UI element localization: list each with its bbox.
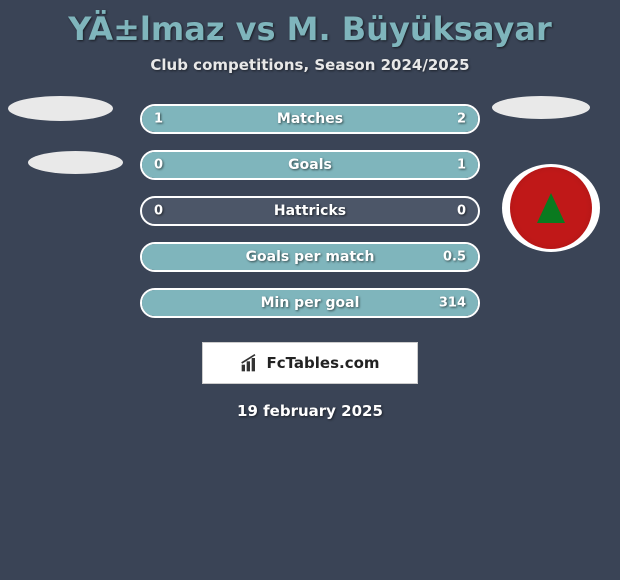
stat-label: Goals per match <box>246 249 375 265</box>
club-badge-inner <box>510 167 592 249</box>
comparison-content: 1 Matches 2 0 Goals 1 0 Hattricks 0 Goal… <box>0 104 620 420</box>
club-badge <box>502 164 600 252</box>
stat-value-right: 0 <box>457 204 466 219</box>
stat-value-left: 0 <box>154 204 163 219</box>
comparison-date: 19 february 2025 <box>0 402 620 420</box>
bar-chart-icon <box>240 353 260 373</box>
player-left-avatar-placeholder <box>8 96 123 174</box>
site-logo[interactable]: FcTables.com <box>202 342 418 384</box>
stat-value-right: 0.5 <box>443 250 466 265</box>
site-logo-text: FcTables.com <box>266 354 379 372</box>
stat-value-right: 1 <box>457 158 466 173</box>
tree-icon <box>537 193 565 223</box>
stat-bar-matches: 1 Matches 2 <box>140 104 480 134</box>
stat-label: Hattricks <box>274 203 346 219</box>
comparison-title: YÄ±lmaz vs M. Büyüksayar <box>0 0 620 48</box>
stat-value-left: 1 <box>154 112 163 127</box>
stat-label: Matches <box>277 111 343 127</box>
ellipse-shape <box>8 96 113 121</box>
stat-value-left: 0 <box>154 158 163 173</box>
ellipse-shape <box>28 151 123 174</box>
ellipse-shape <box>492 96 590 119</box>
stat-value-right: 314 <box>439 296 466 311</box>
season-subtitle: Club competitions, Season 2024/2025 <box>0 56 620 74</box>
stat-bar-goals-per-match: Goals per match 0.5 <box>140 242 480 272</box>
stat-value-right: 2 <box>457 112 466 127</box>
stat-label: Goals <box>288 157 332 173</box>
stat-bar-hattricks: 0 Hattricks 0 <box>140 196 480 226</box>
stat-label: Min per goal <box>261 295 360 311</box>
stat-bars: 1 Matches 2 0 Goals 1 0 Hattricks 0 Goal… <box>140 104 480 318</box>
stat-bar-min-per-goal: Min per goal 314 <box>140 288 480 318</box>
stat-bar-goals: 0 Goals 1 <box>140 150 480 180</box>
